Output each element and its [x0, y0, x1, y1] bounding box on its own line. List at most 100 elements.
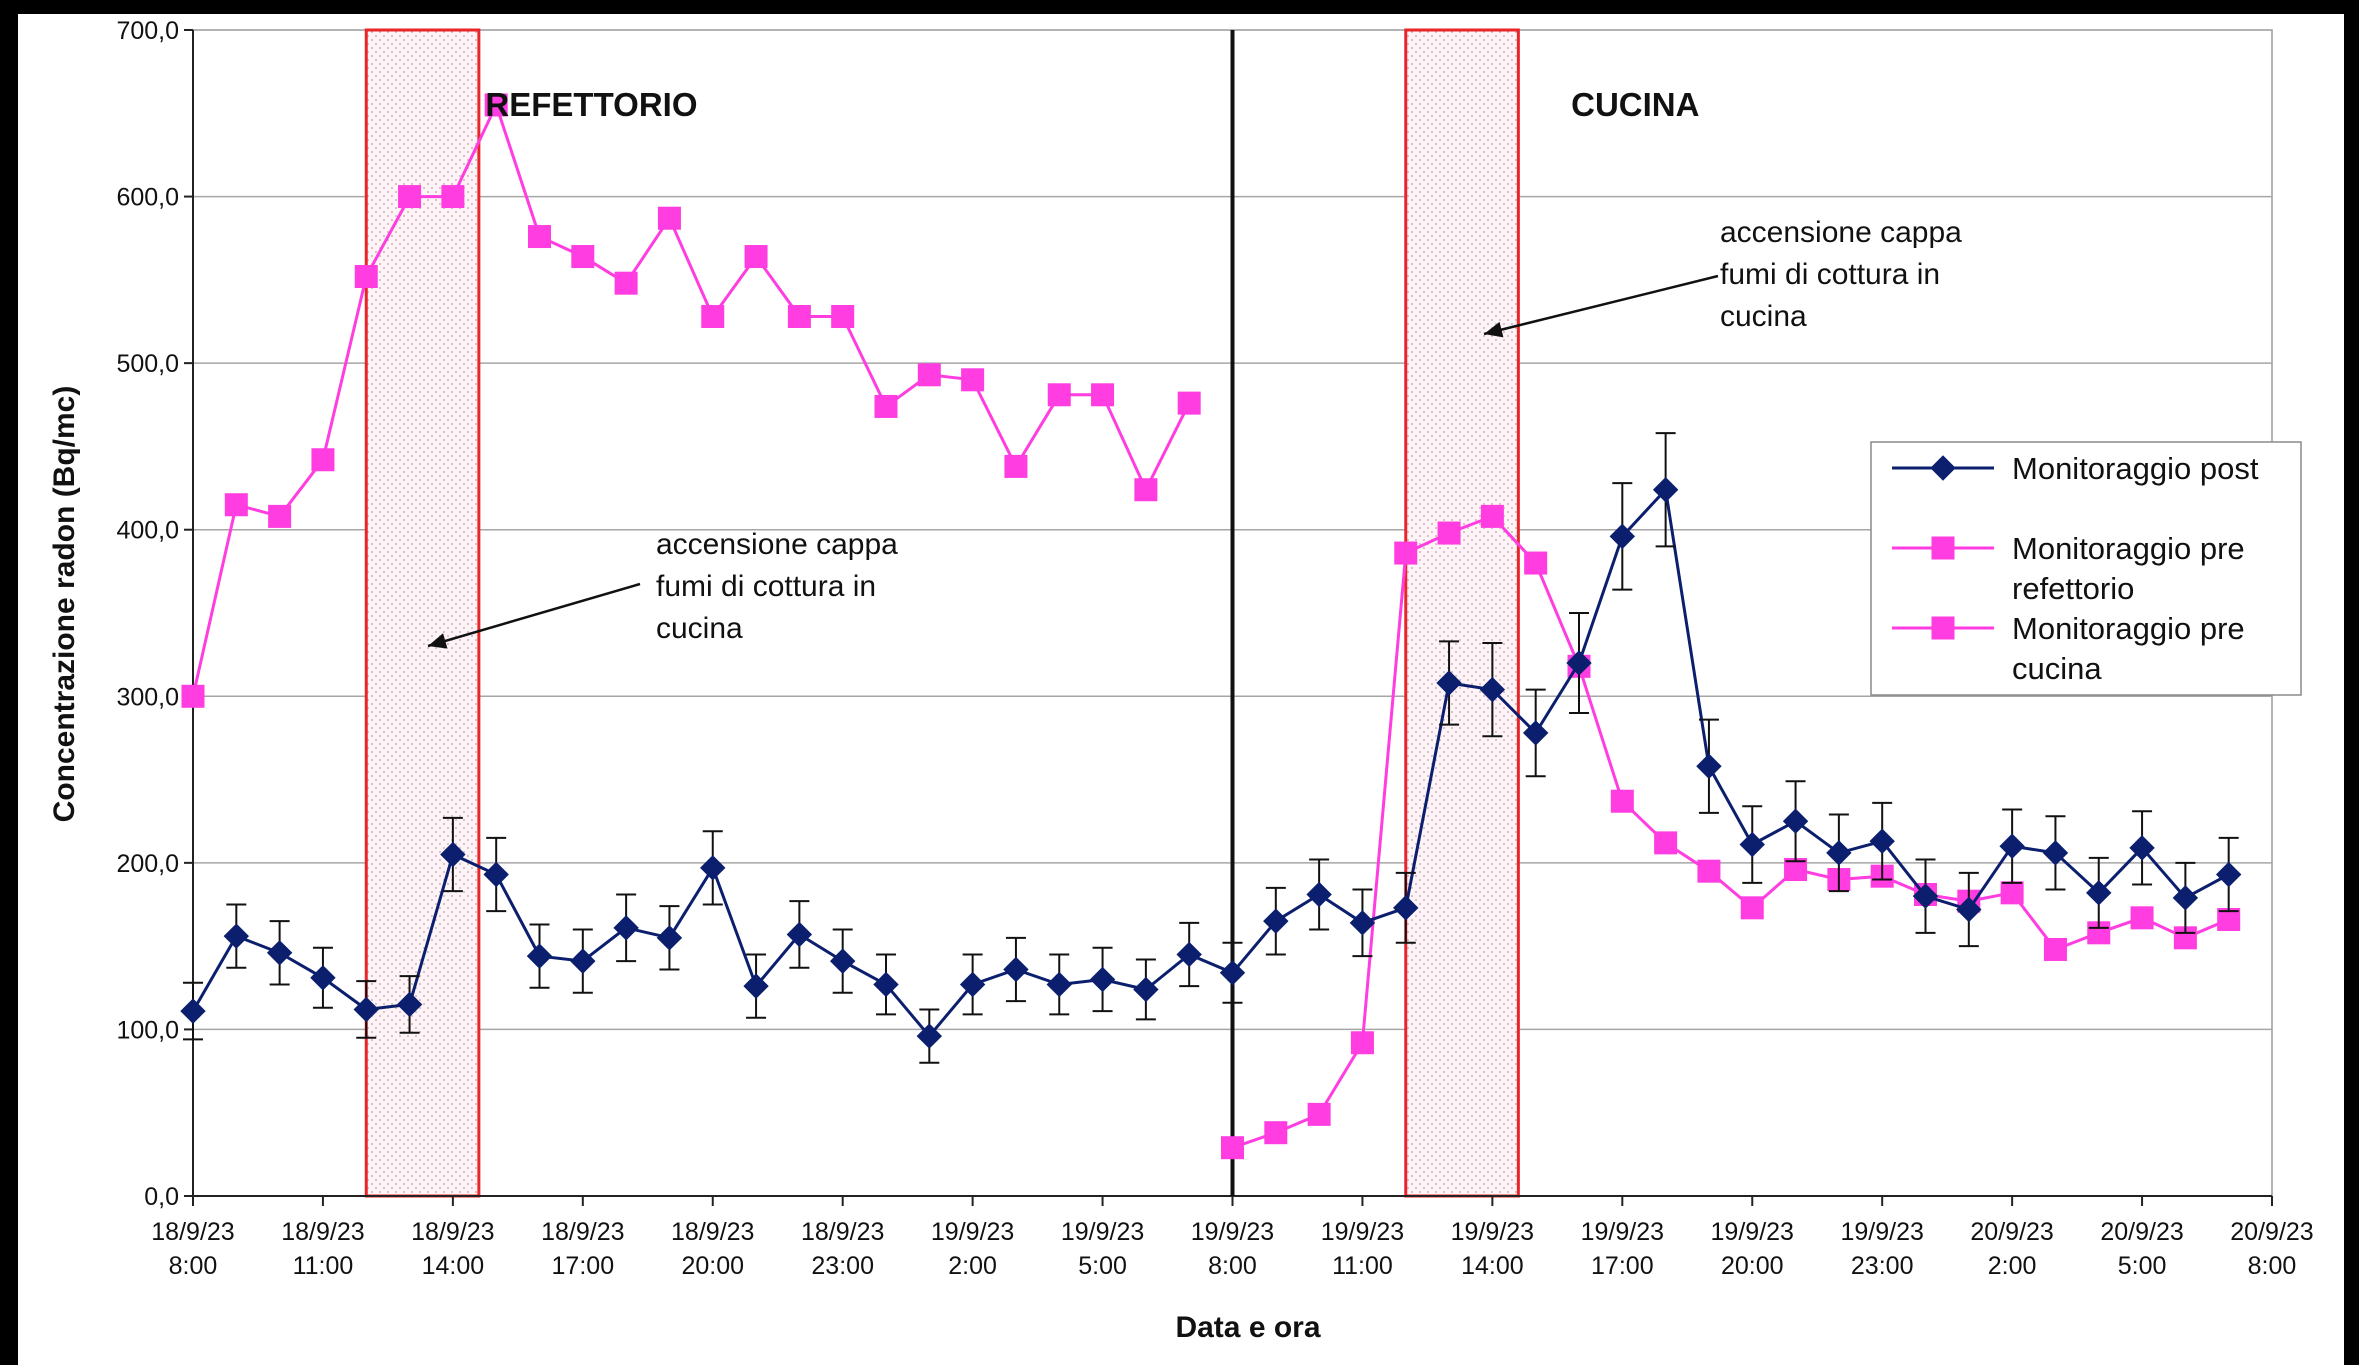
highlight-region [1404, 28, 1520, 1198]
data-point [1221, 1136, 1244, 1160]
data-point [1652, 477, 1679, 503]
annotation-line: accensione cappa [656, 528, 898, 561]
data-point [353, 996, 379, 1023]
data-point [2130, 906, 2154, 930]
x-tick-label-date: 19/9/23 [1191, 1218, 1274, 1246]
annotations: REFETTORIO CUCINA accensione cappa fumi di … [427, 86, 1962, 649]
data-point [2129, 835, 2155, 861]
data-point [1091, 383, 1115, 407]
highlight-region [364, 28, 481, 1198]
data-point [224, 493, 248, 517]
data-point [744, 245, 768, 269]
data-point [1654, 831, 1678, 855]
data-point [180, 998, 206, 1024]
data-point [959, 971, 986, 998]
data-point [1307, 1102, 1331, 1126]
data-point [1349, 910, 1376, 936]
x-tick-label-date: 19/9/23 [1321, 1218, 1404, 1246]
annotation-line: accensione cappa [1720, 216, 1962, 249]
data-point [1912, 883, 1939, 909]
x-tick-label-time: 5:00 [2118, 1252, 2167, 1280]
data-point [1782, 808, 1809, 834]
data-point [181, 684, 205, 708]
x-tick-label-date: 19/9/23 [1711, 1218, 1794, 1246]
legend-label: cucina [2012, 651, 2102, 686]
data-point [1826, 840, 1852, 866]
data-point [266, 940, 293, 966]
annotation-line: fumi di cottura in [1720, 258, 1940, 291]
x-tick-label-date: 19/9/23 [1581, 1218, 1664, 1246]
legend-label: Monitoraggio pre [2012, 531, 2245, 566]
data-point [268, 504, 292, 528]
x-tick-label-time: 14:00 [422, 1252, 485, 1280]
data-point [743, 973, 769, 999]
series-group [180, 93, 2242, 1160]
x-tick-label-date: 20/9/23 [2230, 1218, 2313, 1246]
data-point [1350, 1031, 1374, 1055]
data-point [1264, 1121, 1288, 1145]
data-point [1306, 881, 1332, 908]
x-tick-label-date: 19/9/23 [1840, 1218, 1923, 1246]
data-point [700, 855, 726, 881]
data-point [657, 206, 681, 230]
x-tick-label-time: 5:00 [1078, 1252, 1127, 1280]
series-line [191, 486, 2230, 1039]
data-point [1393, 895, 1419, 921]
data-point [916, 1023, 943, 1049]
y-tick-label: 0,0 [144, 1183, 179, 1211]
x-tick-label-date: 18/9/23 [671, 1218, 754, 1246]
x-tick-label-date: 20/9/23 [1970, 1218, 2053, 1246]
data-point [2172, 885, 2199, 911]
x-tick-label-time: 23:00 [811, 1252, 874, 1280]
annotation-arrow-head [1484, 321, 1504, 338]
x-tick-label-time: 23:00 [1851, 1252, 1914, 1280]
legend-label: refettorio [2012, 571, 2134, 606]
data-point [613, 915, 639, 941]
legend-marker [1931, 536, 1955, 560]
y-tick-label: 700,0 [116, 17, 179, 45]
data-point [1263, 908, 1289, 934]
data-point [2086, 880, 2112, 906]
data-point [483, 861, 509, 888]
y-axis-title: Concentrazione radon (Bq/mc) [48, 386, 81, 823]
data-point [1480, 504, 1504, 528]
y-tick-label: 200,0 [116, 850, 179, 878]
data-point [528, 225, 551, 249]
data-point [2042, 840, 2069, 866]
annotation-arrow-head [428, 633, 448, 649]
annotation-line: cucina [656, 612, 743, 645]
data-point [1566, 650, 1592, 676]
data-point [396, 991, 423, 1018]
data-point [310, 965, 336, 991]
legend-label: Monitoraggio pre [2012, 611, 2245, 646]
legend-entry-1: Monitoraggio pre refettorio [1892, 531, 2245, 606]
data-point [1004, 454, 1028, 478]
y-tick-label: 300,0 [116, 683, 179, 711]
y-tick-labels: 0,0 100,0 200,0 300,0 400,0 500,0 600,0 700,0 [116, 17, 193, 1211]
x-tick-label-date: 20/9/23 [2100, 1218, 2183, 1246]
x-tick-label-time: 2:00 [1988, 1252, 2037, 1280]
x-tick-label-time: 8:00 [2248, 1252, 2297, 1280]
data-point [787, 305, 811, 329]
data-point [1697, 859, 1721, 883]
x-tick-labels: 18/9/23 8:00 18/9/23 11:00 18/9/23 14:00 18/9/… [151, 1196, 2314, 1280]
x-tick-label-time: 8:00 [1208, 1252, 1257, 1280]
annotation-line: cucina [1720, 300, 1807, 333]
data-point [398, 185, 422, 209]
data-point [1869, 828, 1895, 854]
x-tick-label-time: 20:00 [1721, 1252, 1784, 1280]
annotation-arrow-shaft [1483, 274, 1719, 336]
y-tick-label: 100,0 [116, 1016, 179, 1044]
data-point [311, 448, 335, 472]
annotation-line: fumi di cottura in [656, 570, 876, 603]
data-point [917, 363, 941, 387]
x-tick-label-time: 2:00 [948, 1252, 997, 1280]
region-label-cucina: CUCINA [1571, 86, 1699, 123]
series-0 [180, 432, 2242, 1064]
data-point [1133, 976, 1159, 1003]
data-point [354, 265, 378, 289]
annotation-1: accensione cappa fumi di cottura in cucina [1483, 216, 1962, 338]
data-point [570, 948, 596, 974]
x-tick-label-date: 18/9/23 [151, 1218, 234, 1246]
data-point [656, 925, 683, 951]
